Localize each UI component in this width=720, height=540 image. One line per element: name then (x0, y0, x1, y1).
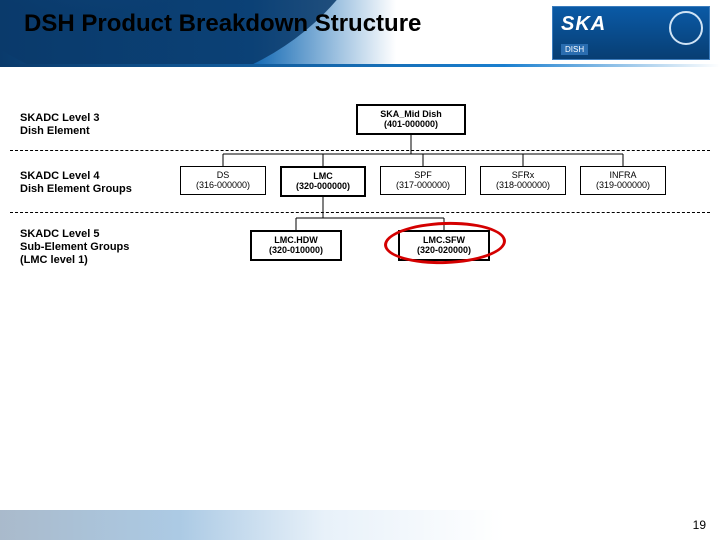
node-root: SKA_Mid Dish (401-000000) (356, 104, 466, 135)
node-code: (320-000000) (284, 181, 362, 191)
node-code: (401-000000) (360, 119, 462, 129)
level-divider-1 (10, 150, 710, 151)
level-divider-2 (10, 212, 710, 213)
node-lmc-hdw: LMC.HDW (320-010000) (250, 230, 342, 261)
node-code: (319-000000) (583, 180, 663, 190)
ska-logo: SKA DISH (552, 6, 710, 60)
page-title: DSH Product Breakdown Structure (24, 10, 421, 38)
node-code: (318-000000) (483, 180, 563, 190)
node-label: LMC (284, 171, 362, 181)
node-label: SKA_Mid Dish (360, 109, 462, 119)
node-label: INFRA (583, 170, 663, 180)
header-accent-bar (0, 64, 720, 67)
node-infra: INFRA (319-000000) (580, 166, 666, 195)
node-label: LMC.HDW (254, 235, 338, 245)
node-spf: SPF (317-000000) (380, 166, 466, 195)
row-label-level3: SKADC Level 3Dish Element (20, 112, 99, 138)
node-lmc: LMC (320-000000) (280, 166, 366, 197)
page-number: 19 (693, 518, 706, 532)
node-code: (316-000000) (183, 180, 263, 190)
node-label: DS (183, 170, 263, 180)
row-label-level4: SKADC Level 4Dish Element Groups (20, 170, 132, 196)
node-label: SPF (383, 170, 463, 180)
node-sfrx: SFRx (318-000000) (480, 166, 566, 195)
logo-tag: DISH (561, 44, 588, 55)
logo-brand-text: SKA (561, 13, 606, 36)
node-ds: DS (316-000000) (180, 166, 266, 195)
node-code: (320-010000) (254, 245, 338, 255)
footer-band (0, 510, 720, 540)
node-code: (317-000000) (383, 180, 463, 190)
logo-dish-icon (669, 11, 703, 45)
row-label-level5: SKADC Level 5Sub-Element Groups(LMC leve… (20, 228, 129, 268)
node-label: SFRx (483, 170, 563, 180)
